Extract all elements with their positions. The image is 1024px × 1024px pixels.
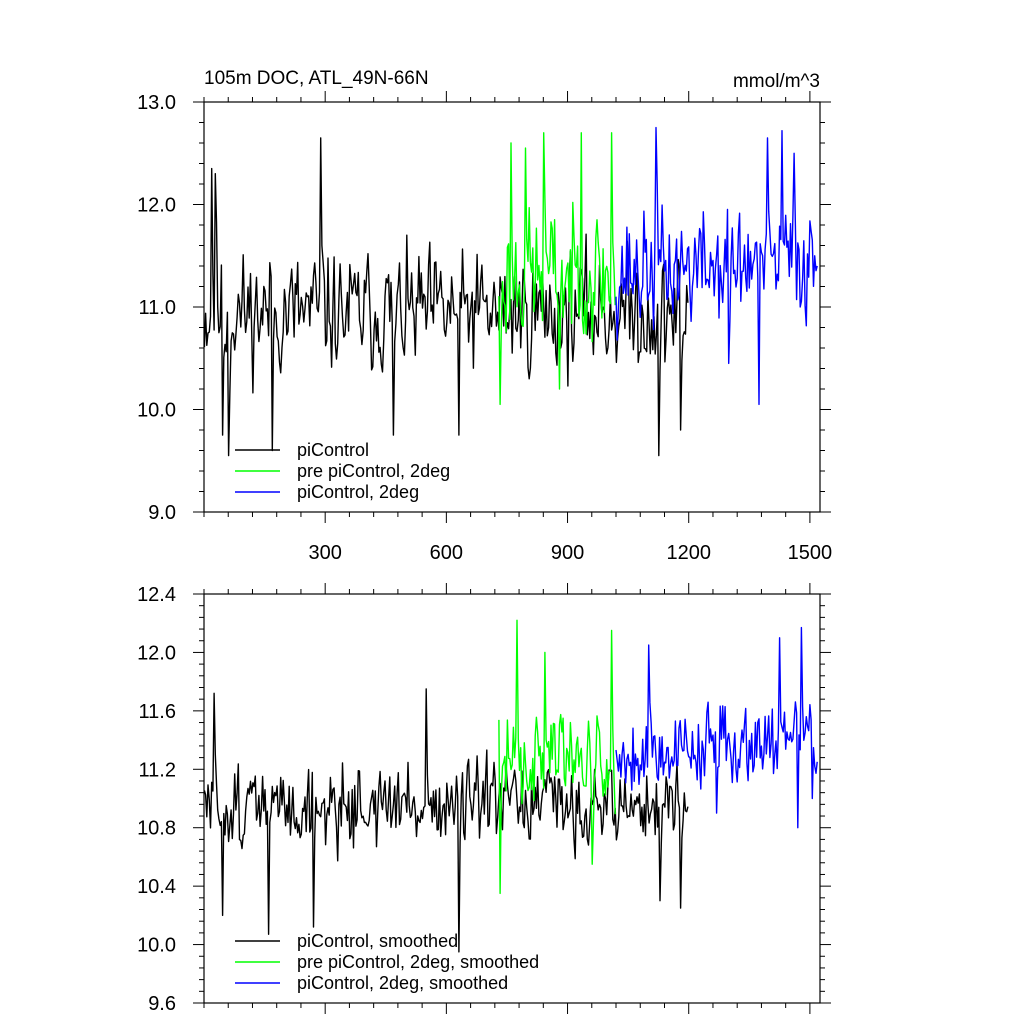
plot-frame <box>203 593 821 1004</box>
y-tick-label: 12.0 <box>137 642 176 664</box>
y-tick-label: 9.0 <box>148 502 176 524</box>
legend-label: pre piControl, 2deg, smoothed <box>297 952 539 972</box>
y-tick-label: 10.0 <box>137 400 176 422</box>
legend-label: piControl <box>297 440 369 460</box>
series-line-2 <box>498 619 616 895</box>
series-line-1 <box>203 688 689 953</box>
top-panel: 105m DOC, ATL_49N-66N mmol/m^3 9.0 10.0 11… <box>137 68 832 564</box>
series-line-3 <box>615 126 818 406</box>
legend-label: pre piControl, 2deg <box>297 461 450 481</box>
y-tick-label: 11.6 <box>139 701 176 723</box>
series-line-2 <box>498 132 616 406</box>
y-tick-label: 9.6 <box>148 993 176 1015</box>
y-tick-label: 11.2 <box>139 759 176 781</box>
y-tick-label: 11.0 <box>139 297 176 319</box>
y-tick-label: 12.0 <box>137 195 176 217</box>
units-label: mmol/m^3 <box>733 71 820 92</box>
legend-label: piControl, 2deg, smoothed <box>297 973 508 993</box>
y-tick-label: 10.4 <box>137 876 176 898</box>
x-tick-label: 1500 <box>788 542 833 564</box>
legend-label: piControl, smoothed <box>297 931 458 951</box>
y-tick-label: 10.0 <box>137 935 176 957</box>
y-tick-label: 12.4 <box>137 584 176 606</box>
chart-title: 105m DOC, ATL_49N-66N <box>204 68 429 89</box>
x-tick-label: 900 <box>551 542 584 564</box>
series-line-1 <box>203 137 689 457</box>
legend-label: piControl, 2deg <box>297 482 419 502</box>
series-line-3 <box>615 626 818 829</box>
y-tick-label: 13.0 <box>137 92 176 114</box>
x-tick-label: 300 <box>308 542 341 564</box>
x-tick-label: 1200 <box>666 542 711 564</box>
y-tick-label: 10.8 <box>137 818 176 840</box>
bottom-panel: 9.6 10.0 10.4 10.8 11.2 11.6 12.0 12.4 piControl… <box>137 583 831 1015</box>
x-tick-label: 600 <box>430 542 463 564</box>
